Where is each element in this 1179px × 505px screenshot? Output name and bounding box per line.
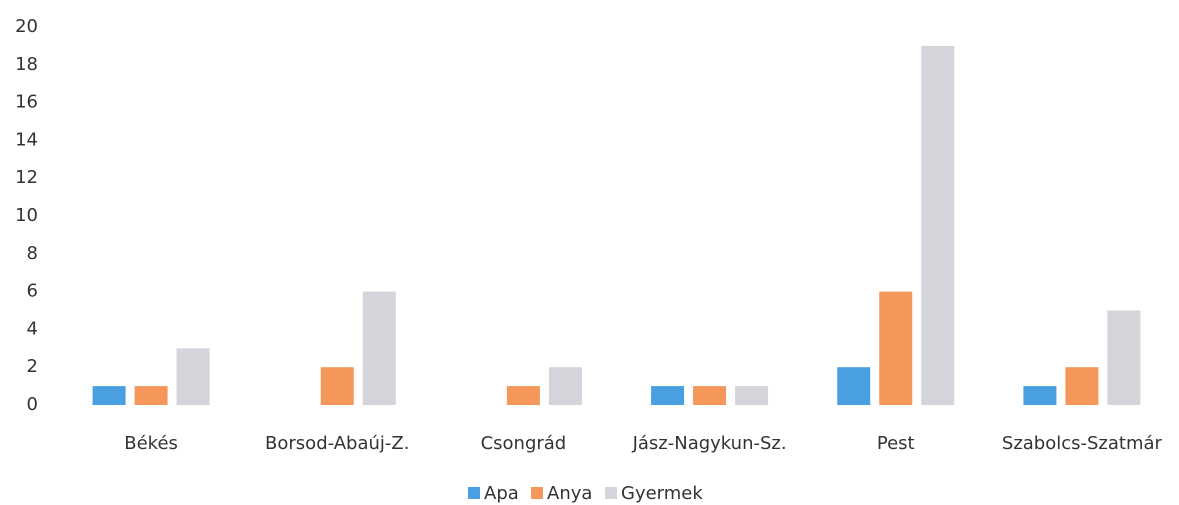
y-tick-label: 20 [15, 16, 38, 37]
bar [506, 386, 540, 405]
y-tick-label: 16 [15, 92, 38, 113]
bar [92, 386, 126, 405]
legend-swatch [531, 487, 543, 499]
x-tick-label: Borsod-Abaúj-Z. [265, 433, 409, 454]
legend-label: Gyermek [621, 483, 703, 504]
bar [548, 367, 582, 405]
bar [1023, 386, 1057, 405]
y-tick-label: 2 [27, 356, 38, 377]
bar [362, 291, 396, 405]
bar [1065, 367, 1099, 405]
bar [134, 386, 168, 405]
x-tick-label: Békés [124, 433, 178, 454]
bar [879, 291, 913, 405]
bar [320, 367, 354, 405]
bar [176, 348, 210, 405]
bar [921, 45, 955, 406]
bar [837, 367, 871, 405]
bar [651, 386, 685, 405]
y-tick-label: 8 [27, 243, 38, 264]
x-tick-label: Jász-Nagykun-Sz. [632, 433, 787, 454]
legend-swatch [468, 487, 480, 499]
y-tick-label: 12 [15, 167, 38, 188]
x-tick-label: Pest [877, 433, 915, 454]
x-tick-label: Szabolcs-Szatmár [1002, 433, 1163, 454]
x-tick-label: Csongrád [481, 433, 567, 454]
y-tick-label: 18 [15, 54, 38, 75]
y-tick-label: 14 [15, 129, 38, 150]
bar [735, 386, 769, 405]
legend-label: Anya [547, 483, 592, 504]
y-tick-label: 4 [27, 318, 38, 339]
legend-swatch [605, 487, 617, 499]
bar [1107, 310, 1141, 405]
legend-label: Apa [484, 483, 519, 504]
y-tick-label: 6 [27, 281, 38, 302]
y-tick-label: 0 [27, 394, 38, 415]
y-tick-label: 10 [15, 205, 38, 226]
bar [693, 386, 727, 405]
